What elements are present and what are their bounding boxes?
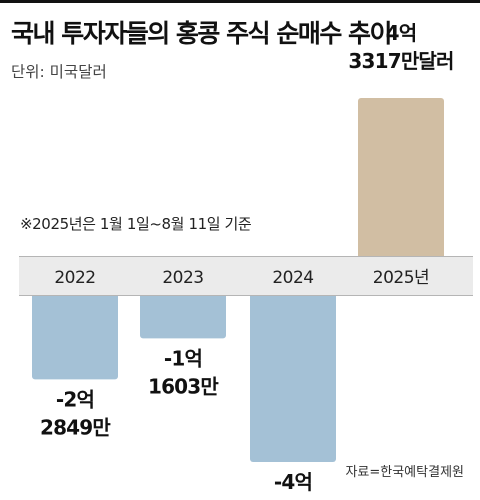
bar-base-2023 <box>140 296 226 300</box>
category-label: 2024 <box>272 268 313 288</box>
data-label: -2억 <box>56 387 94 411</box>
data-label: -4억 <box>274 470 312 494</box>
data-label: 4억 <box>386 21 417 45</box>
bar-2024 <box>250 296 336 462</box>
bar-2023 <box>140 296 226 339</box>
category-label: 2022 <box>54 268 95 288</box>
bar-2025년 <box>358 97 444 256</box>
data-label: -1억 <box>164 346 202 370</box>
data-label: 5505만 <box>258 498 329 500</box>
bar-2022 <box>32 296 118 380</box>
data-label: 2849만 <box>40 415 111 439</box>
data-label: 3317만달러 <box>348 49 453 73</box>
bar-base-2024 <box>250 296 336 300</box>
category-label: 2023 <box>162 268 203 288</box>
period-note: ※2025년은 1월 1일~8월 11일 기준 <box>20 215 252 233</box>
top-rule <box>0 0 480 3</box>
source-label: 자료=한국예탁결제원 <box>345 465 464 480</box>
chart-title: 국내 투자자들의 홍콩 주식 순매수 추이 <box>11 19 393 48</box>
axis-band <box>19 256 473 296</box>
unit-label: 단위: 미국달러 <box>11 63 107 81</box>
bar-base-2025년 <box>358 252 444 256</box>
bar-base-2022 <box>32 296 118 300</box>
category-label: 2025년 <box>373 268 429 288</box>
data-label: 1603만 <box>148 374 219 398</box>
